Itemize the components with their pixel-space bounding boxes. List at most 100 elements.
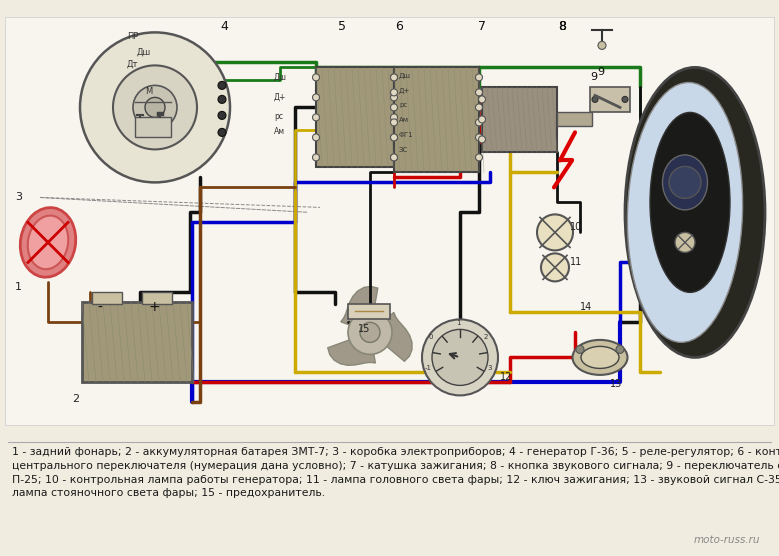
- Circle shape: [390, 154, 397, 161]
- Circle shape: [113, 66, 197, 150]
- Circle shape: [390, 94, 397, 101]
- Text: 3: 3: [15, 192, 22, 202]
- Polygon shape: [370, 312, 412, 361]
- Circle shape: [598, 41, 606, 49]
- Circle shape: [478, 96, 485, 103]
- Text: Дш: Дш: [137, 47, 151, 56]
- Bar: [482, 87, 557, 152]
- Text: М: М: [145, 87, 152, 96]
- Circle shape: [669, 166, 701, 198]
- Circle shape: [218, 128, 226, 136]
- Bar: [394, 67, 479, 172]
- Text: 15: 15: [358, 324, 370, 334]
- Text: 6: 6: [395, 21, 403, 33]
- Bar: [348, 304, 390, 319]
- Circle shape: [622, 96, 628, 102]
- Text: 1 - задний фонарь; 2 - аккумуляторная батарея ЗМТ-7; 3 - коробка электроприборов: 1 - задний фонарь; 2 - аккумуляторная ба…: [12, 448, 779, 498]
- Text: 1: 1: [15, 282, 22, 292]
- Circle shape: [390, 74, 397, 81]
- Text: 5: 5: [338, 21, 346, 33]
- Text: +: +: [149, 300, 160, 314]
- Circle shape: [432, 329, 488, 385]
- Text: 1: 1: [456, 320, 460, 326]
- Circle shape: [312, 94, 319, 101]
- Circle shape: [218, 96, 226, 103]
- Circle shape: [475, 134, 482, 141]
- Text: 11: 11: [570, 257, 582, 267]
- Bar: [142, 292, 172, 304]
- Text: 3: 3: [487, 365, 492, 371]
- Bar: [135, 117, 171, 137]
- Text: 4: 4: [220, 21, 228, 33]
- Ellipse shape: [625, 67, 765, 358]
- Text: 0: 0: [429, 335, 433, 340]
- Text: ФГ1: ФГ1: [399, 132, 414, 138]
- Circle shape: [390, 74, 397, 81]
- Text: 12: 12: [500, 373, 513, 383]
- Circle shape: [390, 114, 397, 121]
- Circle shape: [390, 89, 397, 96]
- Polygon shape: [328, 332, 375, 365]
- Circle shape: [616, 345, 624, 354]
- Text: 9: 9: [597, 67, 605, 77]
- Circle shape: [218, 111, 226, 120]
- Circle shape: [475, 119, 482, 126]
- Text: Дш: Дш: [274, 72, 287, 81]
- Circle shape: [390, 154, 397, 161]
- Circle shape: [537, 215, 573, 250]
- Text: Д+: Д+: [399, 87, 411, 93]
- Circle shape: [218, 81, 226, 90]
- Text: ПР: ПР: [127, 32, 139, 41]
- Ellipse shape: [20, 207, 76, 277]
- Circle shape: [478, 116, 485, 123]
- Circle shape: [475, 104, 482, 111]
- Circle shape: [312, 154, 319, 161]
- Circle shape: [478, 136, 485, 143]
- Circle shape: [360, 322, 380, 342]
- Text: Дш: Дш: [399, 72, 411, 78]
- Text: 8: 8: [558, 21, 566, 33]
- Circle shape: [390, 134, 397, 141]
- Circle shape: [145, 97, 165, 117]
- Circle shape: [475, 89, 482, 96]
- Circle shape: [422, 319, 498, 395]
- Text: рс: рс: [399, 102, 407, 108]
- Circle shape: [475, 74, 482, 81]
- Text: 8: 8: [558, 21, 566, 33]
- Text: moto-russ.ru: moto-russ.ru: [693, 535, 760, 545]
- Text: 7: 7: [478, 21, 486, 33]
- Ellipse shape: [581, 346, 619, 369]
- Text: Д+: Д+: [274, 92, 287, 101]
- Circle shape: [576, 345, 584, 354]
- Circle shape: [133, 86, 177, 130]
- Bar: [557, 112, 592, 126]
- Text: Ам: Ам: [399, 117, 409, 123]
- Text: 2: 2: [483, 335, 488, 340]
- Text: ЗС: ЗС: [399, 147, 408, 153]
- Text: 10: 10: [570, 222, 582, 232]
- Ellipse shape: [650, 112, 730, 292]
- Circle shape: [348, 310, 392, 354]
- Bar: [92, 292, 122, 304]
- Text: -: -: [97, 300, 102, 314]
- Text: 8: 8: [558, 21, 566, 33]
- Text: Ам: Ам: [274, 127, 285, 136]
- Text: рс: рс: [274, 112, 283, 121]
- Ellipse shape: [28, 216, 69, 269]
- Text: 2: 2: [72, 394, 79, 404]
- Circle shape: [541, 254, 569, 281]
- Circle shape: [312, 114, 319, 121]
- Bar: [316, 67, 394, 167]
- Circle shape: [390, 104, 397, 111]
- Circle shape: [592, 96, 598, 102]
- Ellipse shape: [627, 82, 742, 342]
- Circle shape: [80, 32, 230, 182]
- Circle shape: [390, 119, 397, 126]
- Bar: [590, 87, 630, 112]
- Circle shape: [675, 232, 695, 252]
- Bar: [82, 302, 192, 383]
- Text: 13: 13: [610, 379, 622, 389]
- Text: 14: 14: [580, 302, 592, 312]
- Circle shape: [390, 134, 397, 141]
- Circle shape: [312, 74, 319, 81]
